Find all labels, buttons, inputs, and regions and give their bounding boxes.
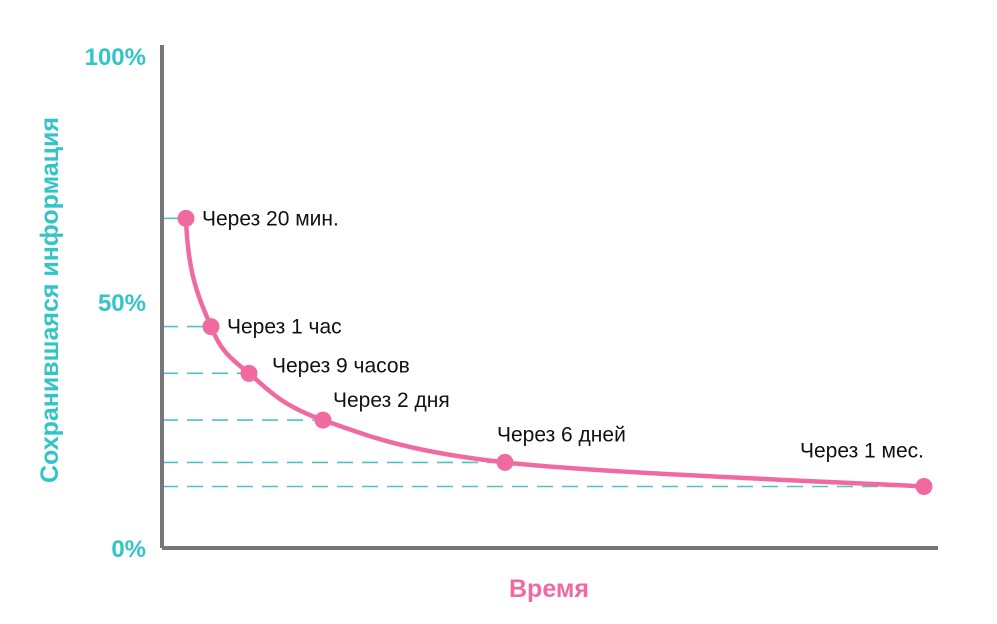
data-point-marker xyxy=(177,209,195,227)
y-tick-label: 0% xyxy=(111,536,146,563)
data-point-marker xyxy=(240,364,258,382)
data-point-marker xyxy=(915,478,933,495)
point-label: Через 1 мес. xyxy=(800,440,924,463)
y-axis-title: Сохранившаяся информация xyxy=(36,117,64,483)
point-label: Через 1 час xyxy=(227,316,342,339)
point-label: Через 20 мин. xyxy=(202,207,339,230)
data-points xyxy=(177,209,933,495)
data-point-marker xyxy=(314,411,332,429)
y-tick-label: 100% xyxy=(85,44,146,71)
data-point-marker xyxy=(496,453,514,471)
y-tick-labels: 0% 50% 100% xyxy=(85,44,146,563)
point-label: Через 6 дней xyxy=(497,423,626,446)
y-tick-label: 50% xyxy=(98,290,146,317)
point-label: Через 9 часов xyxy=(272,354,410,377)
data-point-marker xyxy=(202,318,220,336)
x-axis-title: Время xyxy=(509,575,589,603)
point-label: Через 2 дня xyxy=(333,389,450,412)
axes xyxy=(160,45,938,550)
point-labels: Через 20 мин. Через 1 час Через 9 часов Чер… xyxy=(202,207,924,462)
